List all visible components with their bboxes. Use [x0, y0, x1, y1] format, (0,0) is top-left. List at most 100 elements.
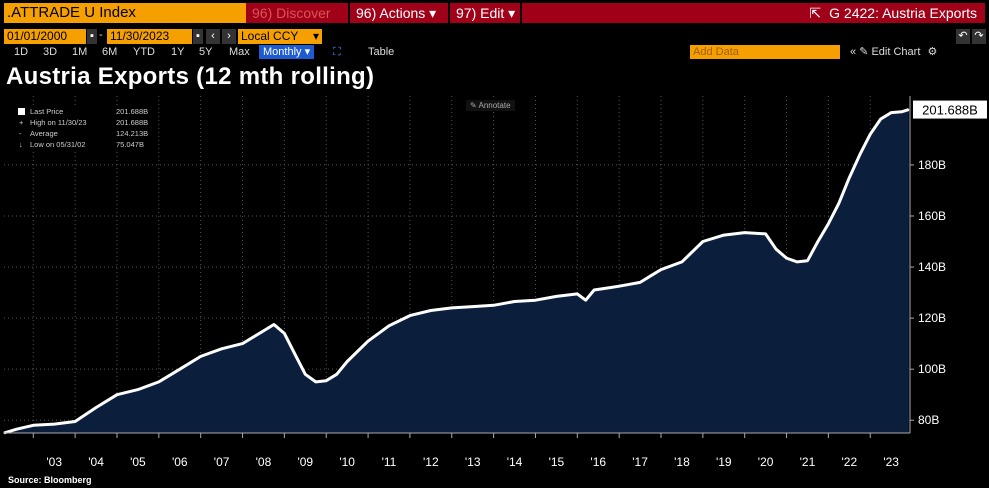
legend-label: High on 11/30/23	[30, 118, 87, 127]
x-tick-label: '17	[632, 455, 648, 469]
x-tick-label: '22	[842, 455, 858, 469]
data-point	[848, 177, 850, 179]
frequency-select[interactable]: Monthly ▾	[259, 45, 315, 59]
series-fill	[4, 109, 909, 433]
period-1y[interactable]: 1Y	[171, 46, 185, 58]
x-tick-label: '19	[716, 455, 732, 469]
data-point	[513, 300, 516, 303]
calendar-icon[interactable]: ▪	[87, 29, 97, 44]
currency-select[interactable]: Local CCY ▾	[238, 29, 322, 44]
export-icon[interactable]: ⇱	[809, 5, 822, 21]
ticker-input[interactable]: .ATTRADE U Index	[4, 3, 246, 23]
x-tick-label: '06	[172, 455, 188, 469]
data-point	[618, 285, 620, 287]
add-data-input[interactable]: Add Data	[690, 45, 840, 59]
period-1m[interactable]: 1M	[72, 46, 88, 58]
calendar-icon[interactable]: ▪	[193, 29, 203, 44]
settings-icon[interactable]: ⚙	[927, 46, 938, 58]
period-ytd[interactable]: YTD	[133, 46, 155, 58]
legend-value: 201.688B	[116, 118, 149, 127]
edit-chart-button[interactable]: « ✎ Edit Chart ⚙	[850, 45, 937, 59]
annotate-label: Annotate	[478, 101, 511, 110]
undo-icon[interactable]: ↶	[956, 29, 970, 44]
chevron-down-icon: ▾	[304, 46, 311, 58]
edit-label: 97) Edit	[456, 5, 505, 21]
x-tick-label: '15	[549, 455, 565, 469]
data-point	[273, 323, 275, 326]
series-swatch	[18, 108, 25, 115]
legend-row-high: + High on 11/30/23 201.688B	[16, 118, 152, 128]
data-point	[796, 261, 798, 263]
data-point	[409, 315, 411, 317]
high-marker-icon: +	[19, 118, 24, 127]
data-point	[723, 234, 725, 236]
data-point	[367, 340, 369, 342]
legend-value: 201.688B	[116, 107, 149, 116]
data-point	[775, 248, 777, 250]
x-tick-label: '09	[297, 455, 313, 469]
period-5y[interactable]: 5Y	[199, 46, 213, 58]
data-point	[806, 260, 809, 262]
data-point	[817, 240, 819, 243]
collapse-icon[interactable]: «	[850, 46, 857, 58]
start-date-input[interactable]: 01/01/2000	[4, 29, 86, 44]
end-date-input[interactable]: 11/30/2023	[107, 29, 192, 44]
chart-title: Austria Exports (12 mth rolling)	[6, 63, 375, 90]
data-point	[221, 348, 223, 350]
period-max[interactable]: Max	[229, 46, 250, 58]
x-tick-label: '10	[339, 455, 355, 469]
currency-label: Local CCY	[241, 29, 299, 43]
chart-type-icon[interactable]: ⛶	[333, 46, 341, 58]
legend-row-last-price: Last Price 201.688B	[16, 107, 152, 117]
edit-menu-button[interactable]: 97) Edit ▾	[450, 3, 520, 23]
data-point	[53, 423, 55, 425]
data-point	[200, 355, 202, 357]
x-tick-label: '04	[88, 455, 104, 469]
data-point	[908, 109, 910, 111]
data-point	[534, 299, 537, 301]
axes: 80B 100B 120B 140B 160B 180B '03 '04 '05 '06 '07 '0…	[4, 96, 987, 469]
x-tick-label: '14	[507, 455, 523, 469]
period-1d[interactable]: 1D	[14, 46, 29, 58]
redo-icon[interactable]: ↷	[972, 29, 986, 44]
title-bar	[522, 3, 985, 23]
data-point	[660, 269, 662, 271]
data-point	[827, 223, 830, 225]
prev-period-icon[interactable]: ‹	[206, 29, 220, 44]
period-6m[interactable]: 6M	[102, 46, 118, 58]
x-tick-label: '08	[256, 455, 272, 469]
period-3d[interactable]: 3D	[43, 46, 58, 58]
x-tick-label: '12	[423, 455, 439, 469]
discover-button[interactable]: 96) Discover	[246, 3, 348, 23]
last-value-box	[913, 100, 987, 119]
data-point	[652, 274, 654, 276]
data-point	[116, 394, 118, 396]
data-point	[32, 424, 34, 426]
x-tick-label: '20	[758, 455, 774, 469]
frequency-label: Monthly	[263, 46, 302, 58]
x-tick-label: '07	[214, 455, 230, 469]
y-tick-label: 100B	[918, 362, 946, 376]
next-period-icon[interactable]: ›	[222, 29, 236, 44]
data-point	[74, 420, 76, 423]
y-tick-label: 80B	[918, 413, 939, 427]
table-button[interactable]: Table	[368, 46, 395, 58]
annotate-button[interactable]: ✎ Annotate	[466, 100, 515, 111]
data-point	[158, 381, 160, 383]
chevron-down-icon: ▾	[508, 5, 516, 21]
series-area	[3, 108, 910, 435]
pencil-icon: ✎	[470, 101, 477, 110]
legend-label: Average	[30, 129, 58, 138]
legend-label: Last Price	[30, 107, 64, 116]
data-point	[336, 373, 338, 375]
data-point	[315, 381, 317, 383]
edit-chart-label: Edit Chart	[871, 46, 921, 58]
graph-title: ⇱ G 2422: Austria Exports	[809, 3, 977, 23]
data-point	[838, 202, 840, 204]
graph-title-text: G 2422: Austria Exports	[829, 5, 977, 21]
y-tick-label: 140B	[918, 260, 946, 274]
actions-menu-button[interactable]: 96) Actions ▾	[350, 3, 448, 23]
data-point	[585, 299, 587, 301]
data-point	[610, 286, 612, 289]
